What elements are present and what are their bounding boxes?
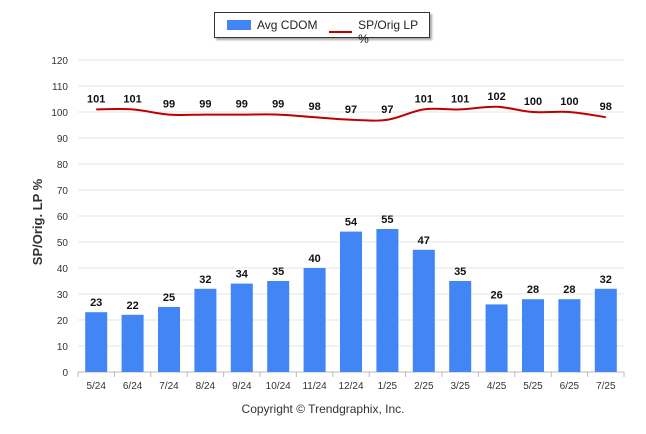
line-data-label: 101 — [415, 93, 433, 105]
line-data-label: 100 — [524, 96, 542, 108]
bar-data-label: 34 — [236, 269, 249, 281]
x-tick-label: 8/24 — [196, 381, 216, 392]
bar — [303, 268, 326, 372]
line-data-label: 98 — [308, 101, 320, 113]
bar — [558, 299, 581, 372]
legend-swatch-bar — [227, 20, 251, 30]
y-tick-label: 70 — [57, 186, 69, 197]
y-axis-label: SP/Orig. LP % — [30, 178, 45, 265]
line-data-label: 98 — [600, 101, 612, 113]
legend-item-cdom: Avg CDOM — [227, 18, 317, 32]
x-tick-label: 5/24 — [86, 381, 106, 392]
line-data-label: 99 — [272, 99, 284, 111]
bar — [267, 281, 290, 372]
x-tick-label: 2/25 — [414, 381, 434, 392]
line-data-label: 99 — [163, 99, 175, 111]
line-data-label: 101 — [123, 93, 141, 105]
bar-data-labels: 23 22 25 32 34 35 40 54 55 47 35 26 28 28 32 — [90, 214, 612, 312]
x-tick-label: 4/25 — [487, 381, 507, 392]
y-tick-label: 60 — [57, 212, 69, 223]
x-tick-label: 3/25 — [450, 381, 470, 392]
copyright: Copyright © Trendgraphix, Inc. — [241, 402, 405, 416]
line-data-label: 99 — [236, 99, 248, 111]
bar — [594, 288, 617, 372]
y-tick-label: 90 — [57, 134, 69, 145]
line-data-label: 99 — [199, 99, 211, 111]
bar — [449, 281, 472, 372]
y-tick-label: 40 — [57, 264, 69, 275]
bar-data-label: 35 — [272, 266, 284, 278]
line-series — [96, 105, 606, 122]
bar — [522, 299, 544, 372]
bar-data-label: 25 — [163, 292, 175, 304]
y-axis-ticks: 0 10 20 30 40 50 60 70 80 90 100 110 120 — [51, 56, 68, 379]
x-tick-label: 5/25 — [523, 381, 543, 392]
x-tick-label: 7/25 — [596, 381, 616, 392]
bar-data-label: 28 — [527, 284, 539, 296]
legend-label-sp: SP/Orig LP % — [358, 18, 418, 46]
bar — [230, 283, 253, 372]
bar-data-label: 26 — [490, 289, 502, 301]
bar-data-label: 22 — [126, 300, 138, 312]
bar — [158, 307, 180, 372]
y-tick-label: 30 — [57, 290, 69, 301]
line-data-label: 97 — [381, 104, 393, 116]
line-data-label: 101 — [451, 93, 469, 105]
sp-orig-lp-line — [96, 105, 606, 122]
bar — [485, 304, 508, 372]
line-data-label: 102 — [487, 91, 505, 103]
x-axis-ticks: 5/24 6/24 7/24 8/24 9/24 10/24 11/24 12/24 1/25 2… — [77, 372, 625, 392]
line-data-labels: 101 101 99 99 99 99 98 97 97 101 101 102 100 100 98 — [87, 91, 612, 116]
x-tick-label: 1/25 — [378, 381, 398, 392]
bar — [340, 231, 362, 372]
y-tick-label: 100 — [51, 108, 68, 119]
y-tick-label: 20 — [57, 316, 69, 327]
legend-label-cdom: Avg CDOM — [257, 18, 318, 32]
x-tick-label: 9/24 — [232, 381, 252, 392]
x-tick-label: 6/25 — [560, 381, 580, 392]
bar-data-label: 47 — [418, 235, 430, 247]
bar — [376, 229, 399, 372]
bar-data-label: 28 — [563, 284, 575, 296]
x-tick-label: 7/24 — [159, 381, 179, 392]
bar — [412, 249, 435, 372]
x-tick-label: 6/24 — [123, 381, 143, 392]
y-tick-label: 10 — [57, 342, 69, 353]
bar-data-label: 32 — [199, 274, 211, 286]
bar-data-label: 40 — [308, 253, 320, 265]
bar-data-label: 54 — [345, 217, 358, 229]
bar-series — [85, 229, 617, 372]
line-data-label: 101 — [87, 93, 105, 105]
legend: Avg CDOM SP/Orig LP % — [214, 12, 430, 46]
bar-data-label: 35 — [454, 266, 466, 278]
y-tick-label: 80 — [57, 160, 69, 171]
y-tick-label: 110 — [52, 82, 68, 93]
y-tick-label: 50 — [57, 238, 69, 249]
x-tick-label: 12/24 — [338, 381, 363, 392]
bar — [194, 288, 217, 372]
bar-data-label: 32 — [600, 274, 612, 286]
y-tick-label: 0 — [62, 368, 68, 379]
y-tick-label: 120 — [51, 56, 68, 67]
legend-swatch-line — [329, 31, 353, 33]
bar — [121, 314, 144, 372]
bar-data-label: 55 — [381, 214, 393, 226]
x-tick-label: 10/24 — [266, 381, 291, 392]
line-data-label: 97 — [345, 104, 357, 116]
bar — [85, 312, 108, 372]
legend-item-sp: SP/Orig LP % — [329, 18, 429, 46]
line-data-label: 100 — [560, 96, 578, 108]
bar-data-label: 23 — [90, 297, 102, 309]
x-tick-label: 11/24 — [302, 381, 327, 392]
